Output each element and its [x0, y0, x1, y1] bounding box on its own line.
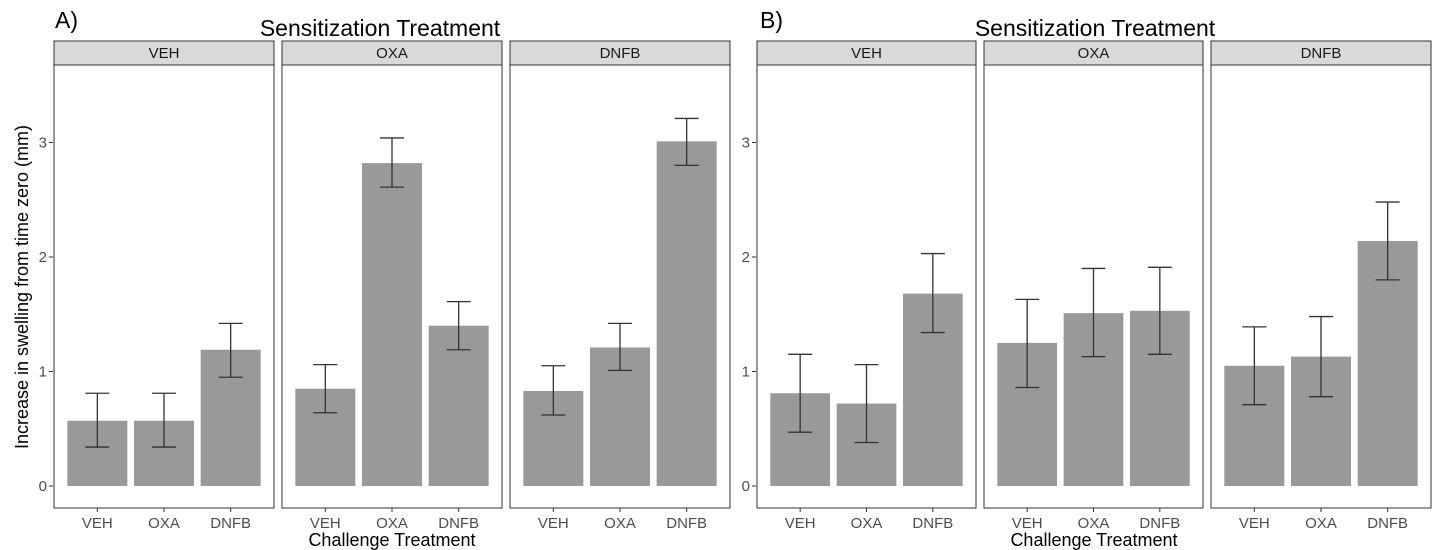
- x-tick-label: VEH: [1012, 515, 1043, 532]
- y-tick-label: 1: [742, 364, 750, 381]
- x-tick-label: OXA: [376, 515, 408, 532]
- bar-dnfb: [1357, 240, 1418, 486]
- facet-veh: VEH VEH OXA DNFB: [756, 40, 977, 532]
- x-tick-label: VEH: [785, 515, 816, 532]
- x-tick-label: OXA: [1078, 515, 1110, 532]
- facet-veh: VEH VEH OXA DNFB: [53, 40, 275, 532]
- bar-oxa: [362, 163, 422, 487]
- y-tick-label: 1: [39, 364, 47, 381]
- x-tick-label: VEH: [538, 515, 569, 532]
- y-axis-title: Increase in swelling from time zero (mm): [12, 125, 32, 449]
- panel-title: Sensitization Treatment: [260, 15, 501, 41]
- facet-dnfb: DNFB VEH OXA DNFB: [1210, 40, 1432, 532]
- panel-label: B): [760, 7, 783, 33]
- facet-strip: [281, 40, 503, 66]
- x-tick-label: DNFB: [912, 515, 953, 532]
- panel-title: Sensitization Treatment: [975, 15, 1216, 41]
- facet-strip-label: DNFB: [600, 45, 641, 62]
- facet-strip: [756, 40, 977, 66]
- facet-oxa: OXA VEH OXA DNFB: [983, 40, 1204, 532]
- x-tick-label: OXA: [148, 515, 180, 532]
- facet-strip: [509, 40, 731, 66]
- y-tick-label: 0: [39, 478, 47, 495]
- facet-strip-label: OXA: [1078, 45, 1110, 62]
- facet-strip-label: VEH: [149, 45, 180, 62]
- y-tick-label: 2: [742, 249, 750, 266]
- facet-strip: [53, 40, 275, 66]
- x-axis-title: Challenge Treatment: [1010, 530, 1177, 550]
- facet-strip-label: OXA: [376, 45, 408, 62]
- facet-strip: [983, 40, 1204, 66]
- x-tick-label: VEH: [310, 515, 341, 532]
- x-tick-label: DNFB: [438, 515, 479, 532]
- y-tick-label: 3: [742, 135, 750, 152]
- x-tick-label: OXA: [604, 515, 636, 532]
- facet-oxa: OXA VEH OXA DNFB: [281, 40, 503, 532]
- bar-dnfb: [428, 325, 489, 486]
- y-tick-label: 0: [742, 478, 750, 495]
- bar-dnfb: [656, 141, 717, 487]
- facet-strip-label: VEH: [851, 45, 882, 62]
- x-tick-label: DNFB: [1139, 515, 1180, 532]
- panel-label: A): [55, 7, 78, 33]
- x-axis-title: Challenge Treatment: [308, 530, 475, 550]
- x-tick-label: DNFB: [1367, 515, 1408, 532]
- facet-dnfb: DNFB VEH OXA DNFB: [509, 40, 731, 532]
- facet-strip-label: DNFB: [1301, 45, 1342, 62]
- x-tick-label: DNFB: [210, 515, 251, 532]
- y-tick-label: 3: [39, 135, 47, 152]
- x-tick-label: VEH: [1239, 515, 1270, 532]
- y-tick-label: 2: [39, 249, 47, 266]
- x-tick-label: OXA: [1305, 515, 1337, 532]
- x-tick-label: OXA: [851, 515, 883, 532]
- x-tick-label: VEH: [82, 515, 113, 532]
- x-tick-label: DNFB: [666, 515, 707, 532]
